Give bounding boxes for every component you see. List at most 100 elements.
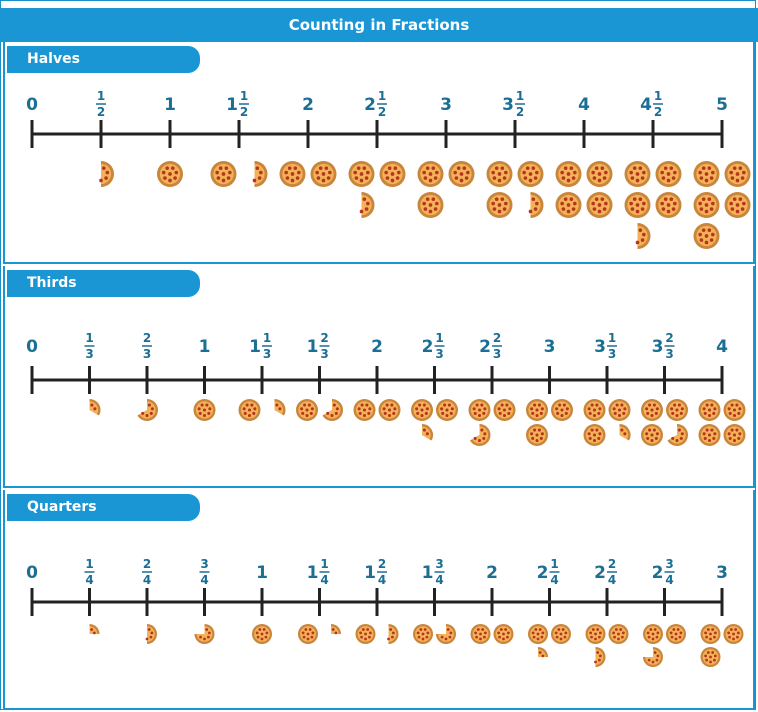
- pepperoni: [613, 635, 616, 639]
- pepperoni: [650, 438, 654, 443]
- pepperoni: [597, 172, 602, 176]
- pepperoni: [482, 436, 486, 440]
- pizza-icon: [274, 399, 286, 416]
- pepperoni: [666, 203, 671, 207]
- tick-label-whole: 3: [652, 337, 664, 357]
- pepperoni: [630, 176, 635, 180]
- pepperoni: [477, 413, 482, 418]
- pepperoni: [671, 411, 675, 415]
- pizza-icon: [667, 424, 688, 446]
- pepperoni: [560, 170, 564, 175]
- pizza-icon: [608, 399, 631, 421]
- pizza-icon: [693, 223, 720, 249]
- pepperoni: [635, 203, 640, 207]
- pepperoni: [653, 651, 657, 654]
- pepperoni: [391, 631, 395, 635]
- pepperoni: [655, 432, 659, 436]
- pepperoni: [650, 413, 654, 418]
- pepperoni: [561, 207, 566, 211]
- pizza-icon: [583, 399, 606, 421]
- pepperoni: [262, 628, 266, 631]
- pepperoni: [732, 197, 737, 201]
- pepperoni: [669, 166, 674, 170]
- pepperoni: [705, 428, 709, 432]
- pepperoni: [736, 635, 739, 639]
- pepperoni: [90, 403, 94, 407]
- pepperoni: [318, 166, 323, 170]
- pepperoni: [202, 408, 207, 412]
- pepperoni: [569, 166, 574, 170]
- pepperoni: [555, 635, 559, 639]
- pepperoni: [480, 403, 484, 407]
- pepperoni: [93, 407, 97, 411]
- pepperoni: [147, 403, 151, 407]
- pepperoni: [712, 411, 716, 415]
- pizza-icon: [296, 399, 318, 421]
- tick-label-numerator: 1: [85, 331, 93, 345]
- pepperoni: [483, 407, 487, 411]
- pepperoni: [592, 176, 597, 180]
- tick-label-whole: 1: [164, 95, 176, 115]
- pizza-icon: [655, 161, 682, 187]
- pepperoni: [502, 408, 507, 412]
- tick-label-denominator: 4: [608, 573, 616, 587]
- pepperoni: [598, 432, 602, 436]
- pepperoni: [732, 166, 737, 170]
- pepperoni: [423, 176, 428, 180]
- tick-label-denominator: 4: [550, 573, 558, 587]
- pepperoni: [595, 403, 599, 407]
- pepperoni: [328, 170, 332, 175]
- pizza-icon: [643, 647, 663, 667]
- pepperoni: [728, 411, 732, 415]
- pepperoni: [252, 411, 256, 415]
- tick-label-whole: 1: [256, 563, 268, 583]
- tick-label-numerator: 1: [435, 331, 443, 345]
- pepperoni: [528, 178, 533, 183]
- pepperoni: [500, 166, 505, 170]
- section-title-quarters: Quarters: [7, 494, 200, 521]
- tick-label: 2: [302, 95, 314, 115]
- pepperoni: [145, 637, 149, 641]
- pepperoni: [701, 166, 706, 170]
- pizza-icon: [555, 161, 582, 187]
- pepperoni: [168, 172, 172, 176]
- tick-label-denominator: 4: [665, 573, 673, 587]
- pepperoni: [533, 207, 538, 211]
- pepperoni: [359, 172, 364, 176]
- tick-label-denominator: 4: [320, 573, 328, 587]
- pepperoni: [713, 432, 717, 436]
- tick-label-numerator: 1: [516, 89, 524, 103]
- pepperoni: [260, 637, 264, 641]
- tick-label-numerator: 2: [143, 557, 151, 571]
- pepperoni: [654, 411, 658, 415]
- pepperoni: [505, 403, 509, 407]
- pepperoni: [541, 631, 545, 635]
- pepperoni: [530, 407, 534, 411]
- tick-label: 1 2 3: [307, 331, 330, 361]
- pepperoni: [679, 436, 683, 440]
- pepperoni: [713, 635, 716, 639]
- pepperoni: [709, 637, 712, 641]
- pepperoni: [419, 628, 423, 631]
- pepperoni: [621, 631, 625, 635]
- pepperoni: [655, 407, 659, 411]
- pepperoni: [676, 628, 680, 631]
- tick-label-whole: 5: [716, 95, 728, 115]
- pepperoni: [335, 407, 339, 411]
- pepperoni: [712, 436, 716, 440]
- pepperoni: [559, 632, 563, 636]
- pepperoni: [675, 413, 679, 418]
- pepperoni: [259, 170, 263, 175]
- pepperoni: [660, 170, 664, 175]
- pepperoni: [368, 407, 372, 411]
- pepperoni: [571, 176, 576, 180]
- tick-label-whole: 1: [249, 337, 261, 357]
- pepperoni: [592, 433, 597, 437]
- pepperoni: [738, 432, 742, 436]
- pepperoni: [290, 178, 295, 183]
- pepperoni: [444, 637, 448, 641]
- pepperoni: [556, 411, 560, 415]
- pepperoni: [440, 635, 444, 639]
- pepperoni: [428, 209, 433, 214]
- pepperoni: [638, 166, 643, 170]
